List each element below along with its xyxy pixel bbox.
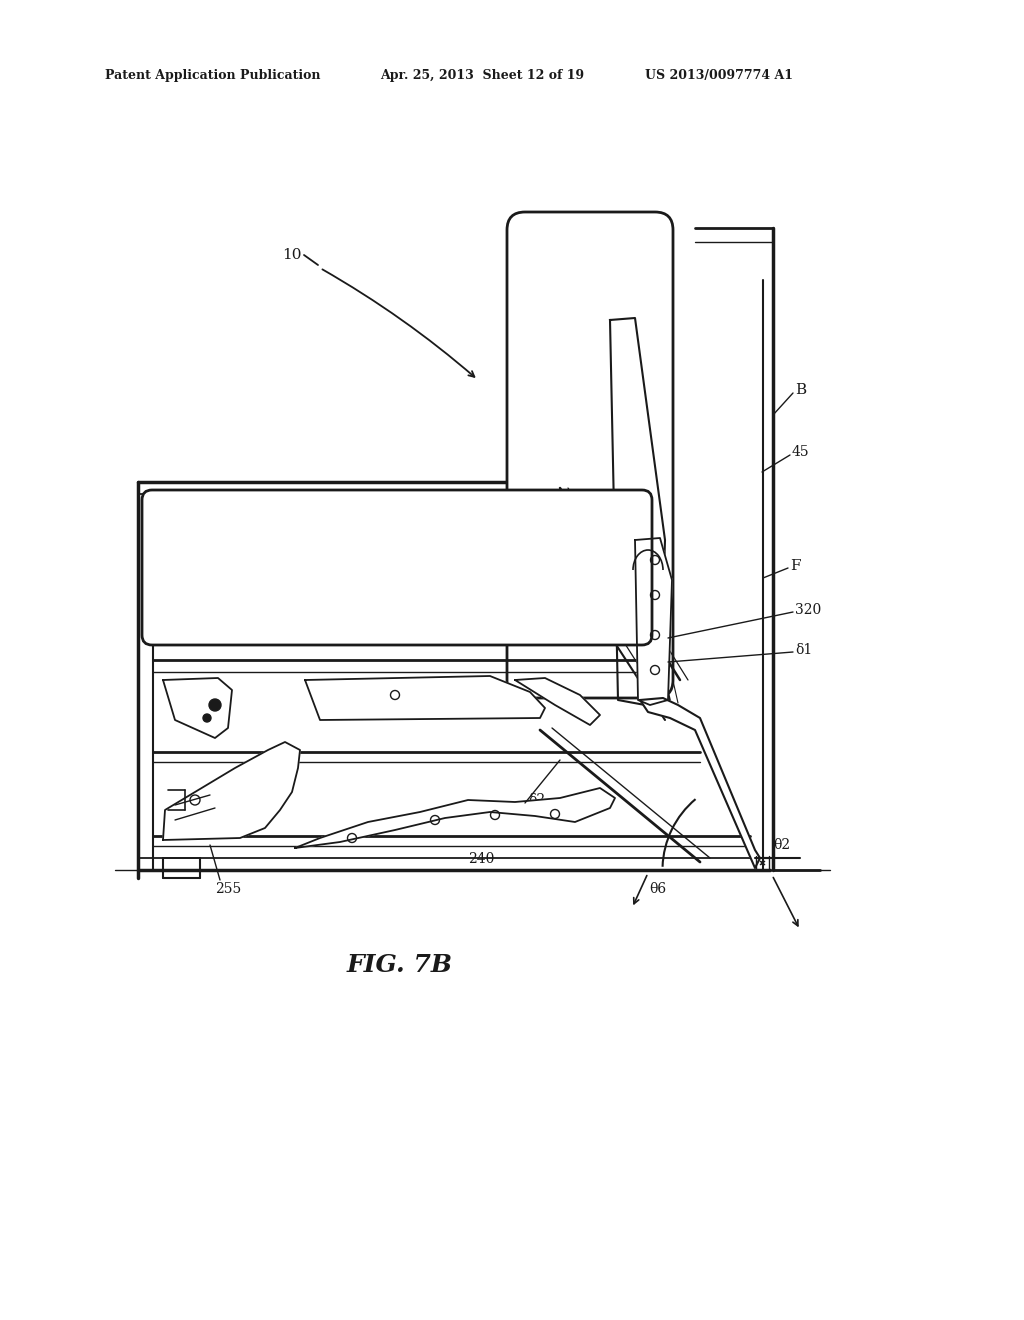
Text: θ6: θ6 bbox=[649, 882, 667, 896]
Polygon shape bbox=[515, 678, 600, 725]
Text: US 2013/0097774 A1: US 2013/0097774 A1 bbox=[645, 69, 793, 82]
Text: Apr. 25, 2013  Sheet 12 of 19: Apr. 25, 2013 Sheet 12 of 19 bbox=[380, 69, 584, 82]
Polygon shape bbox=[163, 678, 232, 738]
Circle shape bbox=[203, 714, 211, 722]
Text: 320: 320 bbox=[795, 603, 821, 616]
FancyBboxPatch shape bbox=[507, 213, 673, 698]
Text: 255: 255 bbox=[215, 882, 241, 896]
Text: δ1: δ1 bbox=[795, 643, 812, 657]
Text: θ2: θ2 bbox=[773, 838, 791, 851]
Text: Patent Application Publication: Patent Application Publication bbox=[105, 69, 321, 82]
Polygon shape bbox=[295, 788, 615, 847]
Polygon shape bbox=[640, 698, 760, 869]
Text: 45: 45 bbox=[792, 445, 810, 459]
Circle shape bbox=[209, 700, 221, 711]
FancyBboxPatch shape bbox=[142, 490, 652, 645]
Text: δ2: δ2 bbox=[528, 793, 545, 807]
Text: F: F bbox=[790, 558, 801, 573]
Text: 240: 240 bbox=[468, 851, 495, 866]
Text: B: B bbox=[795, 383, 806, 397]
Text: 10: 10 bbox=[283, 248, 302, 261]
Text: FIG. 7B: FIG. 7B bbox=[347, 953, 453, 977]
Polygon shape bbox=[305, 676, 545, 719]
Polygon shape bbox=[635, 539, 672, 705]
Polygon shape bbox=[163, 742, 300, 840]
Polygon shape bbox=[610, 318, 665, 705]
